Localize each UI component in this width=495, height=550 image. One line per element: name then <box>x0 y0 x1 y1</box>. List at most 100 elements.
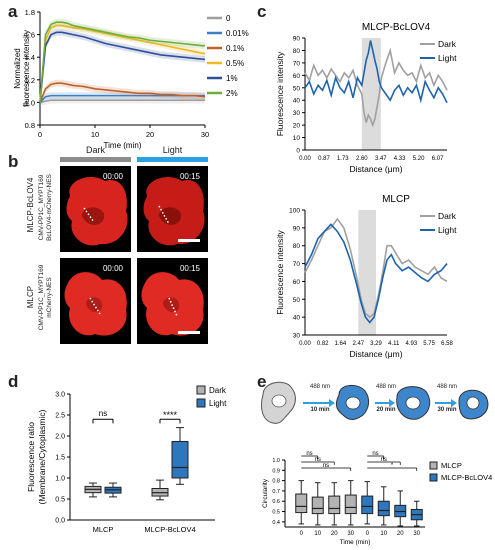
step-label: 30 min <box>437 407 457 413</box>
y-axis-label: Fluorescence ratio <box>26 422 36 492</box>
legend-label: 2% <box>226 89 238 98</box>
x-tick-label: 6.07 <box>432 156 444 162</box>
cell-shape-icon <box>260 381 296 424</box>
y-tick-label: 30 <box>293 110 301 117</box>
series-line-Light <box>304 223 448 324</box>
x-tick-label: 4.33 <box>394 156 406 162</box>
x-tick-label: 2.47 <box>352 341 364 347</box>
step-label: 488 nm <box>436 384 457 390</box>
legend-swatch <box>429 473 438 482</box>
x-tick-label: 0 <box>38 130 42 139</box>
legend-label: Dark <box>209 386 227 395</box>
legend-label: 0.1% <box>226 44 244 53</box>
image-mlcp-bclov4-dark: 00:00 <box>60 166 131 252</box>
step-label: 488 nm <box>375 384 396 390</box>
y-tick-label: 50 <box>293 297 301 304</box>
cell-shape-icon <box>335 385 370 420</box>
x-tick-label: 0.00 <box>299 341 311 347</box>
row2-construct: CMV-PP1C_MYPT169 mCherry-NES <box>38 264 53 331</box>
series-line-0 <box>39 99 205 104</box>
sig-label: ns <box>306 451 312 457</box>
panel-label-e: e <box>257 372 267 391</box>
light-condition-bar <box>137 157 208 162</box>
timestamp: 00:00 <box>102 172 123 181</box>
x-tick-label: 0 <box>366 531 370 537</box>
x-tick-label: 0 <box>300 531 304 537</box>
series-line-Dark <box>304 47 448 128</box>
x-tick-label: 4.93 <box>406 341 418 347</box>
y-tick-label: 1.8 <box>25 8 35 17</box>
y-tick-label: 40 <box>293 315 301 322</box>
y-axis-label: Fluorescence intensity <box>275 51 285 136</box>
dark-condition-bar <box>60 157 131 162</box>
x-tick-label: 30 <box>347 531 354 537</box>
series-line-1% <box>39 31 206 103</box>
timestamp: 00:15 <box>179 172 200 181</box>
y-tick-label: 1.6 <box>25 31 35 40</box>
x-tick-label: 0.00 <box>299 156 311 162</box>
y-axis-label: Fluorescence intensity <box>275 229 285 314</box>
y-tick-label: 0 <box>296 148 300 155</box>
x-tick-label: MLCP-BcLOV4 <box>144 525 195 534</box>
y-tick-label: 40 <box>293 98 301 105</box>
sig-label: ns <box>381 457 387 463</box>
series-band-0 <box>40 96 205 106</box>
legend-swatch <box>429 461 438 470</box>
timestamp: 00:15 <box>179 264 200 273</box>
y-tick-label: 0.8 <box>25 121 35 130</box>
x-axis-label: Time (min) <box>340 539 371 546</box>
legend-label: Light <box>209 399 227 408</box>
box-mlcp <box>344 494 357 515</box>
legend-label: Light <box>438 225 457 235</box>
legend-label: 0.5% <box>226 59 244 68</box>
series-band-0.5% <box>40 22 205 106</box>
y-axis-label: (Membrane/Cytoplasmic) <box>37 409 47 504</box>
chart-title: MLCP-BcLOV4 <box>362 22 431 33</box>
legend-label: 1% <box>226 74 238 83</box>
step-label: 10 min <box>310 407 330 413</box>
y-tick-label: 0.5 <box>55 497 65 504</box>
x-tick-label: 5.75 <box>423 341 435 347</box>
x-tick-label: 4.11 <box>388 341 400 347</box>
y-tick-label: 20 <box>293 123 301 130</box>
x-tick-label: 20 <box>146 130 154 139</box>
panel-label-c: c <box>257 2 267 21</box>
arrow-icon <box>435 399 457 407</box>
y-tick-label: 30 <box>293 333 301 340</box>
y-tick-label: 60 <box>293 73 301 80</box>
series-band-1% <box>40 28 205 106</box>
y-tick-label: 1.0 <box>25 98 35 107</box>
cell-shape-icon <box>458 389 489 420</box>
x-tick-label: 2.60 <box>356 156 368 162</box>
arrow-icon <box>303 399 335 407</box>
legend-label: MLCP-BcLOV4 <box>441 473 492 482</box>
y-tick-label: 0.5 <box>272 510 280 516</box>
row2-label: MLCP <box>26 285 35 309</box>
panel-label-d: d <box>8 372 19 391</box>
panel-e-chart: 0.4 0.5 0.6 0.7 0.8 0.9 1.0 Circularity 0 10 20 30 0… <box>262 451 492 546</box>
x-axis-label: Distance (μm) <box>349 164 402 174</box>
y-tick-label: 0.0 <box>55 518 65 525</box>
y-tick-label: 50 <box>293 85 301 92</box>
legend-label: MLCP <box>441 461 462 470</box>
y-tick-label: 2.0 <box>55 434 65 441</box>
x-tick-label: 6.58 <box>441 341 453 347</box>
y-tick-label: 90 <box>293 36 301 43</box>
legend-label: Light <box>438 53 457 63</box>
y-tick-label: 70 <box>293 60 301 67</box>
x-tick-label: 3.47 <box>375 156 387 162</box>
legend-label: 0.01% <box>226 29 249 38</box>
y-tick-label: 90 <box>293 225 301 232</box>
series-line-Light <box>304 40 448 104</box>
cell-shape-icon <box>396 386 431 420</box>
series-band-2% <box>40 18 205 106</box>
shaded-region <box>358 210 376 335</box>
step-label: 488 nm <box>309 384 330 390</box>
box-mlcp-bclov4 <box>377 500 390 517</box>
y-tick-label: 1.4 <box>25 53 35 62</box>
y-tick-label: 70 <box>293 261 301 268</box>
panel-d-chart: 0.0 0.5 1.0 1.5 2.0 2.5 3.0 Fluorescence ratio(… <box>26 385 227 534</box>
x-tick-label: 30 <box>413 531 420 537</box>
sig-label: ns <box>315 457 321 463</box>
legend-swatch <box>196 385 206 395</box>
